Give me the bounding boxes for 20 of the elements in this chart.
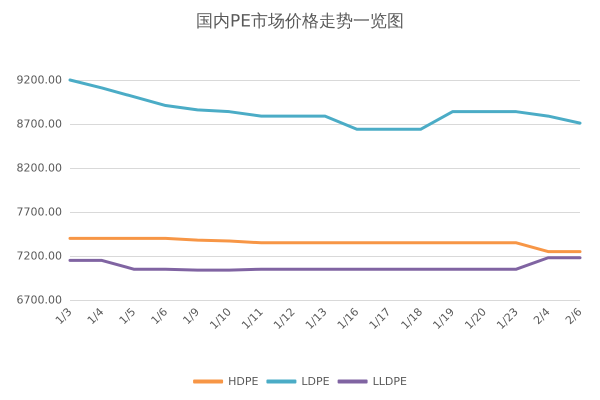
legend-label: HDPE bbox=[228, 375, 258, 388]
y-tick-label: 8700.00 bbox=[16, 118, 62, 130]
x-tick-label: 1/9 bbox=[180, 305, 202, 328]
y-tick-label: 9200.00 bbox=[16, 74, 62, 86]
x-tick-label: 1/5 bbox=[116, 305, 138, 328]
x-tick-label: 2/4 bbox=[531, 305, 553, 328]
x-tick-label: 1/4 bbox=[84, 305, 106, 328]
chart-title: 国内PE市场价格走势一览图 bbox=[196, 12, 404, 32]
x-tick-label: 1/6 bbox=[148, 305, 170, 328]
line-series bbox=[68, 78, 582, 131]
y-tick-label: 8200.00 bbox=[16, 162, 62, 174]
legend-label: LLDPE bbox=[372, 375, 407, 388]
x-tick-label: 2/6 bbox=[562, 305, 585, 328]
x-tick-label: 1/3 bbox=[52, 305, 75, 328]
line-series bbox=[68, 236, 582, 254]
y-tick-label: 7700.00 bbox=[16, 206, 62, 218]
y-tick-label: 6700.00 bbox=[16, 294, 62, 306]
legend-label: LDPE bbox=[301, 375, 330, 388]
y-tick-label: 7200.00 bbox=[16, 250, 62, 262]
line-series bbox=[68, 256, 582, 272]
